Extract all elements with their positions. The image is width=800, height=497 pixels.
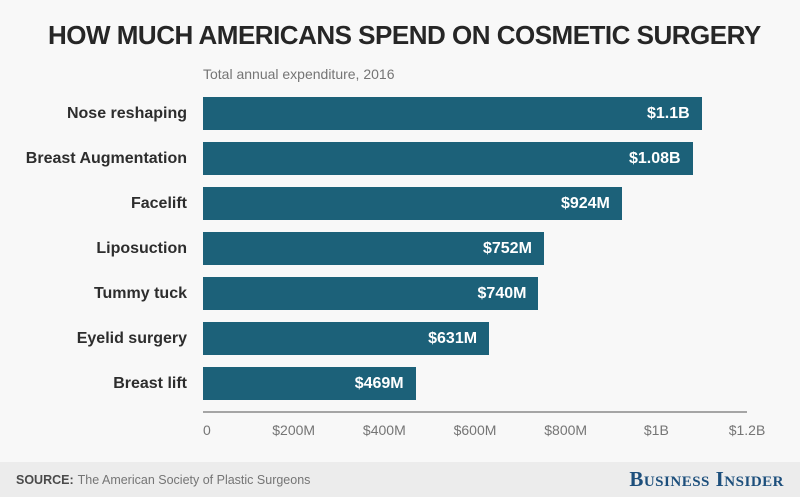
business-insider-logo: Business Insider xyxy=(629,467,784,491)
bar: $1.08B xyxy=(203,142,693,175)
x-axis-tick-label: 0 xyxy=(203,422,211,438)
bar: $752M xyxy=(203,232,544,265)
chart-subtitle: Total annual expenditure, 2016 xyxy=(203,66,395,82)
bar-row: Tummy tuck $740M xyxy=(0,277,800,310)
x-axis-line xyxy=(203,411,747,413)
footer-bar: SOURCE: The American Society of Plastic S… xyxy=(0,462,800,497)
x-axis-tick-label: $400M xyxy=(362,422,406,438)
bar-row: Facelift $924M xyxy=(0,187,800,220)
bar-track: $1.08B xyxy=(203,142,747,175)
bar-value-label: $740M xyxy=(477,284,527,302)
bar-track: $924M xyxy=(203,187,747,220)
bar-value-label: $469M xyxy=(354,374,404,392)
bar-track: $1.1B xyxy=(203,97,747,130)
category-label: Facelift xyxy=(130,194,187,212)
x-axis: 0 $200M $400M $600M $800M $1B $1.2B xyxy=(203,411,765,440)
x-axis-tick-label: $800M xyxy=(544,422,588,438)
bar-value-label: $631M xyxy=(428,329,478,347)
bar: $469M xyxy=(203,367,416,400)
x-axis-tick-label: $600M xyxy=(453,422,497,438)
chart-title: HOW MUCH AMERICANS SPEND ON COSMETIC SUR… xyxy=(48,20,761,50)
category-label: Breast lift xyxy=(113,374,187,392)
bar: $924M xyxy=(203,187,622,220)
source-label: SOURCE: xyxy=(16,472,74,487)
bar-track: $469M xyxy=(203,367,747,400)
x-axis-tick-label: $1B xyxy=(643,422,669,438)
bar: $740M xyxy=(203,277,539,310)
x-axis-ticks: 0 $200M $400M $600M $800M $1B $1.2B xyxy=(203,422,765,440)
bar-track: $631M xyxy=(203,322,747,355)
bar-value-label: $1.1B xyxy=(646,104,690,122)
bar-value-label: $752M xyxy=(482,239,532,257)
category-label: Liposuction xyxy=(96,239,187,257)
source-credit: SOURCE: The American Society of Plastic S… xyxy=(16,473,310,487)
x-axis-tick-label: $200M xyxy=(272,422,316,438)
bar-value-label: $924M xyxy=(560,194,610,212)
source-text: The American Society of Plastic Surgeons xyxy=(77,472,311,487)
category-label: Tummy tuck xyxy=(93,284,187,302)
bar-row: Breast lift $469M xyxy=(0,367,800,400)
category-label: Nose reshaping xyxy=(66,104,187,122)
bar-row: Liposuction $752M xyxy=(0,232,800,265)
bar-row: Nose reshaping $1.1B xyxy=(0,97,800,130)
bar: $1.1B xyxy=(203,97,702,130)
category-label: Breast Augmentation xyxy=(25,149,187,167)
bar-row: Breast Augmentation $1.08B xyxy=(0,142,800,175)
category-label: Eyelid surgery xyxy=(76,329,187,347)
bar-track: $752M xyxy=(203,232,747,265)
bar-track: $740M xyxy=(203,277,747,310)
bar-rows: Nose reshaping $1.1B Breast Augmentation… xyxy=(0,97,800,412)
bar: $631M xyxy=(203,322,490,355)
bar-row: Eyelid surgery $631M xyxy=(0,322,800,355)
x-axis-tick-label: $1.2B xyxy=(728,422,766,438)
bar-value-label: $1.08B xyxy=(629,149,681,167)
